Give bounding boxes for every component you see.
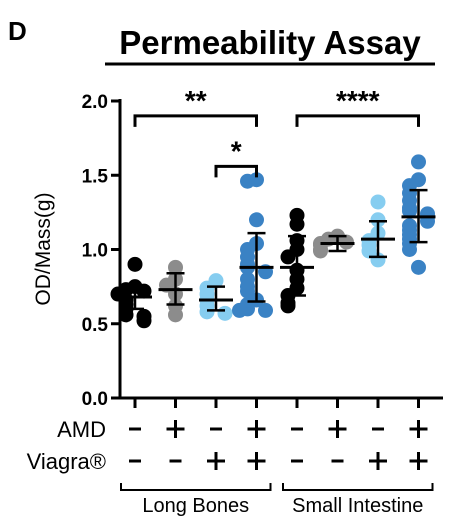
panel-letter: D xyxy=(8,16,27,46)
data-point xyxy=(136,313,152,329)
data-point xyxy=(280,249,296,265)
data-point xyxy=(199,304,215,320)
data-point xyxy=(411,154,426,170)
data-point xyxy=(370,194,386,210)
y-tick-label: 0.5 xyxy=(82,315,109,336)
data-point xyxy=(402,203,417,219)
data-point xyxy=(127,256,143,272)
chart-title: Permeability Assay xyxy=(119,24,421,61)
factor-table: AMD Viagra® Long Bones Small Intestine xyxy=(27,417,434,517)
group-label: Small Intestine xyxy=(292,495,423,517)
data-point xyxy=(118,307,134,323)
significance-bracket xyxy=(295,114,420,127)
y-tick-label: 2.0 xyxy=(82,92,108,113)
data-point xyxy=(280,298,296,314)
group-bracket xyxy=(282,483,434,491)
data-point xyxy=(313,243,328,259)
data-point xyxy=(411,259,426,275)
significance-label: * xyxy=(231,135,242,166)
data-point xyxy=(217,305,233,321)
group-label: Long Bones xyxy=(142,495,249,517)
data-point xyxy=(168,307,183,323)
significance-annotations: ******* xyxy=(133,85,420,178)
data-point xyxy=(249,212,264,228)
significance-label: ** xyxy=(185,85,207,116)
data-point xyxy=(168,259,183,275)
significance-bracket xyxy=(214,164,258,178)
factor-row-label: AMD xyxy=(57,417,106,442)
y-tick-label: 1.0 xyxy=(82,241,108,262)
data-point xyxy=(289,216,305,232)
data-marks xyxy=(110,154,436,329)
data-point xyxy=(232,302,247,318)
factor-row-label: Viagra® xyxy=(27,449,106,474)
data-point xyxy=(370,212,386,228)
data-point xyxy=(240,173,255,189)
significance-label: **** xyxy=(336,85,380,116)
data-point xyxy=(258,302,273,318)
group-bracket xyxy=(120,483,272,491)
y-tick-label: 1.5 xyxy=(82,166,109,187)
data-point xyxy=(402,242,417,257)
y-axis-label: OD/Mass(g) xyxy=(32,192,55,305)
axes: 0.0 0.5 1.0 1.5 2.0 xyxy=(82,92,443,410)
significance-bracket xyxy=(133,114,258,127)
y-tick-label: 0.0 xyxy=(82,389,108,410)
